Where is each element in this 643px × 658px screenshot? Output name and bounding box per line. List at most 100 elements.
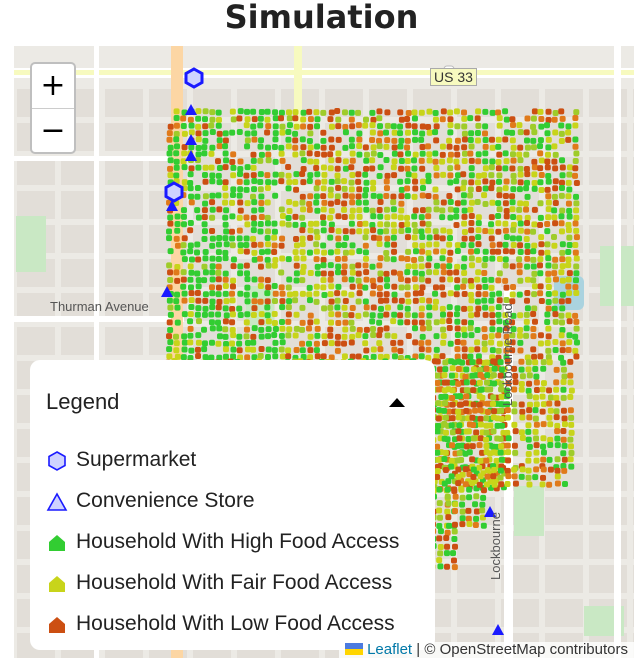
household-marker [244, 276, 251, 283]
household-marker [377, 297, 384, 304]
household-marker [504, 358, 511, 365]
household-marker [369, 221, 376, 228]
convenience-store-marker[interactable] [161, 286, 173, 297]
household-marker [355, 298, 362, 305]
convenience-store-marker[interactable] [492, 624, 504, 635]
household-marker [278, 150, 285, 157]
household-marker [496, 192, 503, 199]
household-marker [173, 122, 180, 129]
household-marker [369, 263, 376, 270]
household-marker [435, 415, 442, 422]
household-marker [498, 380, 505, 387]
collapse-arrow-icon[interactable] [389, 398, 405, 407]
household-marker [355, 109, 362, 116]
household-marker [517, 332, 524, 339]
household-marker [453, 269, 460, 276]
household-marker [572, 284, 579, 291]
household-marker [181, 333, 188, 340]
convenience-store-marker[interactable] [185, 104, 197, 115]
leaflet-link[interactable]: Leaflet [367, 641, 413, 658]
household-marker [292, 200, 299, 207]
household-marker [437, 528, 444, 535]
household-marker [404, 319, 411, 326]
household-marker [524, 214, 531, 221]
household-marker [412, 207, 419, 214]
household-marker [425, 213, 432, 220]
household-marker [285, 311, 292, 318]
household-marker [463, 379, 470, 386]
household-marker [452, 507, 459, 514]
household-marker [425, 143, 432, 150]
household-marker [511, 421, 518, 428]
household-marker [454, 263, 461, 270]
household-marker [285, 221, 292, 228]
household-marker [544, 228, 551, 235]
supermarket-marker[interactable] [184, 67, 204, 89]
household-marker [363, 304, 370, 311]
household-marker [398, 200, 405, 207]
household-marker [530, 325, 537, 332]
household-marker [166, 235, 173, 242]
household-marker [236, 115, 243, 122]
household-marker [370, 179, 377, 186]
household-marker [446, 318, 453, 325]
household-marker [523, 206, 530, 213]
supermarket-marker[interactable] [164, 181, 184, 203]
convenience-store-marker[interactable] [185, 150, 197, 161]
household-marker [307, 354, 314, 361]
household-marker [195, 339, 202, 346]
household-marker [166, 333, 173, 340]
household-marker [328, 340, 335, 347]
household-marker [299, 235, 306, 242]
household-marker [425, 249, 432, 256]
household-marker [180, 269, 187, 276]
household-marker [250, 172, 257, 179]
household-marker [229, 235, 236, 242]
household-marker [215, 276, 222, 283]
household-marker [479, 449, 486, 456]
household-marker [452, 501, 459, 508]
household-marker [369, 109, 376, 116]
household-marker [516, 186, 523, 193]
household-marker [502, 220, 509, 227]
convenience-store-marker[interactable] [166, 200, 178, 211]
household-marker [258, 326, 265, 333]
household-marker [432, 186, 439, 193]
household-marker [208, 164, 215, 171]
household-marker [496, 326, 503, 333]
household-marker [349, 172, 356, 179]
household-marker [202, 200, 209, 207]
household-marker [314, 270, 321, 277]
household-marker [502, 241, 509, 248]
household-marker [446, 263, 453, 270]
household-marker [489, 319, 496, 326]
household-marker [222, 185, 229, 192]
household-marker [257, 178, 264, 185]
household-marker [433, 199, 440, 206]
household-marker [525, 450, 532, 457]
household-marker [167, 311, 174, 318]
household-marker [313, 248, 320, 255]
household-marker [453, 108, 460, 115]
household-marker [531, 164, 538, 171]
household-marker [437, 514, 444, 521]
convenience-store-marker[interactable] [484, 506, 496, 517]
household-marker [469, 456, 476, 463]
household-marker [496, 186, 503, 193]
household-marker [328, 311, 335, 318]
map-view[interactable]: US 33 Thurman Avenue Lockbourne Road Loc… [14, 46, 634, 658]
household-marker [463, 393, 470, 400]
convenience-store-marker[interactable] [185, 134, 197, 145]
household-marker [348, 143, 355, 150]
household-marker [209, 235, 216, 242]
household-marker [251, 136, 258, 143]
zoom-out-button[interactable]: − [40, 113, 66, 148]
household-marker [341, 109, 348, 116]
household-marker [539, 393, 546, 400]
household-marker [467, 206, 474, 213]
household-marker [545, 284, 552, 291]
household-marker [215, 172, 222, 179]
zoom-in-button[interactable]: + [32, 64, 74, 109]
household-marker [475, 220, 482, 227]
household-marker [440, 269, 447, 276]
